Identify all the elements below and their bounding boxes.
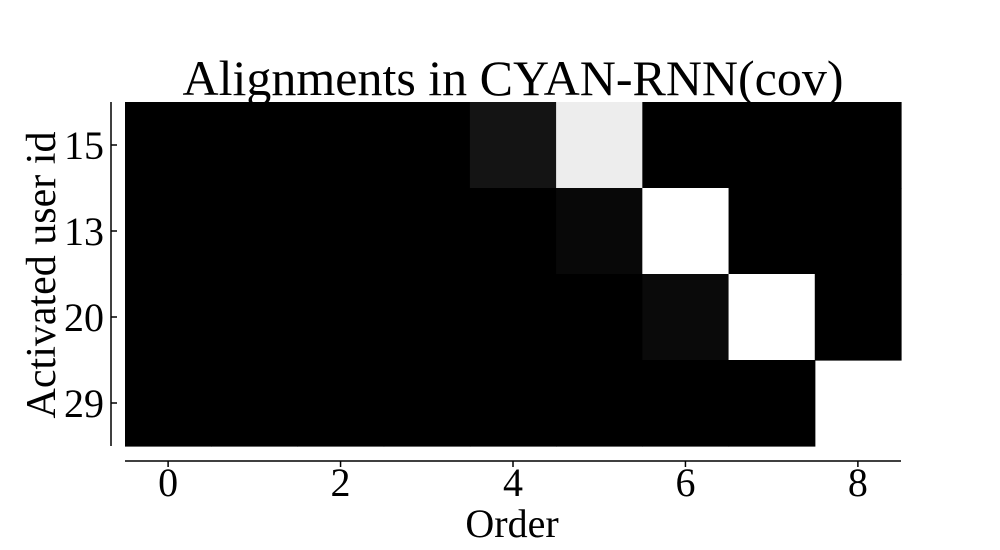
x-tick-label-0: 0 bbox=[158, 460, 178, 505]
heatmap-cell-r0-c1 bbox=[211, 102, 299, 189]
y-tick-label-15: 15 bbox=[64, 123, 104, 168]
heatmap-cell-r1-c5 bbox=[556, 188, 643, 275]
heatmap-cell-r0-c6 bbox=[642, 102, 730, 189]
x-tick-label-4: 4 bbox=[503, 460, 523, 505]
heatmap-cell-r2-c5 bbox=[556, 274, 643, 361]
heatmap-cell-r2-c6 bbox=[642, 274, 730, 361]
x-tick-label-6: 6 bbox=[675, 460, 695, 505]
heatmap-cell-r3-c4 bbox=[469, 360, 557, 447]
heatmap-cell-r3-c3 bbox=[383, 360, 471, 447]
x-tick-label-2: 2 bbox=[331, 460, 351, 505]
y-tick-label-13: 13 bbox=[64, 209, 104, 254]
heatmap-cell-r1-c6 bbox=[642, 188, 730, 275]
heatmap-cell-r3-c1 bbox=[211, 360, 299, 447]
heatmap-cell-r2-c7 bbox=[728, 274, 816, 361]
heatmap-cell-r3-c0 bbox=[125, 360, 212, 447]
heatmap-cells bbox=[125, 102, 902, 447]
chart-title: Alignments in CYAN-RNN(cov) bbox=[182, 50, 843, 106]
heatmap-cell-r1-c7 bbox=[728, 188, 816, 275]
heatmap-cell-r2-c4 bbox=[469, 274, 557, 361]
heatmap-cell-r0-c0 bbox=[125, 102, 212, 189]
heatmap-cell-r1-c0 bbox=[125, 188, 212, 275]
y-tick-label-29: 29 bbox=[64, 381, 104, 426]
heatmap-cell-r2-c3 bbox=[383, 274, 471, 361]
heatmap-cell-r3-c5 bbox=[556, 360, 643, 447]
y-tick-label-20: 20 bbox=[64, 295, 104, 340]
x-axis-label: Order bbox=[465, 501, 558, 546]
heatmap-cell-r1-c3 bbox=[383, 188, 471, 275]
y-axis-label: Activated user id bbox=[19, 132, 65, 419]
heatmap-cell-r2-c8 bbox=[814, 274, 902, 361]
heatmap-cell-r2-c2 bbox=[297, 274, 385, 361]
heatmap-cell-r1-c2 bbox=[297, 188, 385, 275]
heatmap-cell-r0-c3 bbox=[383, 102, 471, 189]
x-ticks: 0 2 4 6 8 bbox=[158, 460, 868, 505]
heatmap-cell-r1-c8 bbox=[814, 188, 902, 275]
heatmap-cell-r0-c4 bbox=[469, 102, 557, 189]
heatmap-cell-r3-c2 bbox=[297, 360, 385, 447]
heatmap-cell-r1-c1 bbox=[211, 188, 299, 275]
heatmap-cell-r0-c5 bbox=[556, 102, 643, 189]
heatmap-cell-r0-c8 bbox=[814, 102, 902, 189]
heatmap-cell-r0-c2 bbox=[297, 102, 385, 189]
heatmap-cell-r3-c7 bbox=[728, 360, 816, 447]
x-tick-label-8: 8 bbox=[848, 460, 868, 505]
heatmap-cell-r1-c4 bbox=[469, 188, 557, 275]
heatmap-cell-r0-c7 bbox=[728, 102, 816, 189]
heatmap-cell-r2-c1 bbox=[211, 274, 299, 361]
heatmap-cell-r2-c0 bbox=[125, 274, 212, 361]
y-ticks: 15 13 20 29 bbox=[64, 123, 117, 426]
heatmap-cell-r3-c6 bbox=[642, 360, 730, 447]
